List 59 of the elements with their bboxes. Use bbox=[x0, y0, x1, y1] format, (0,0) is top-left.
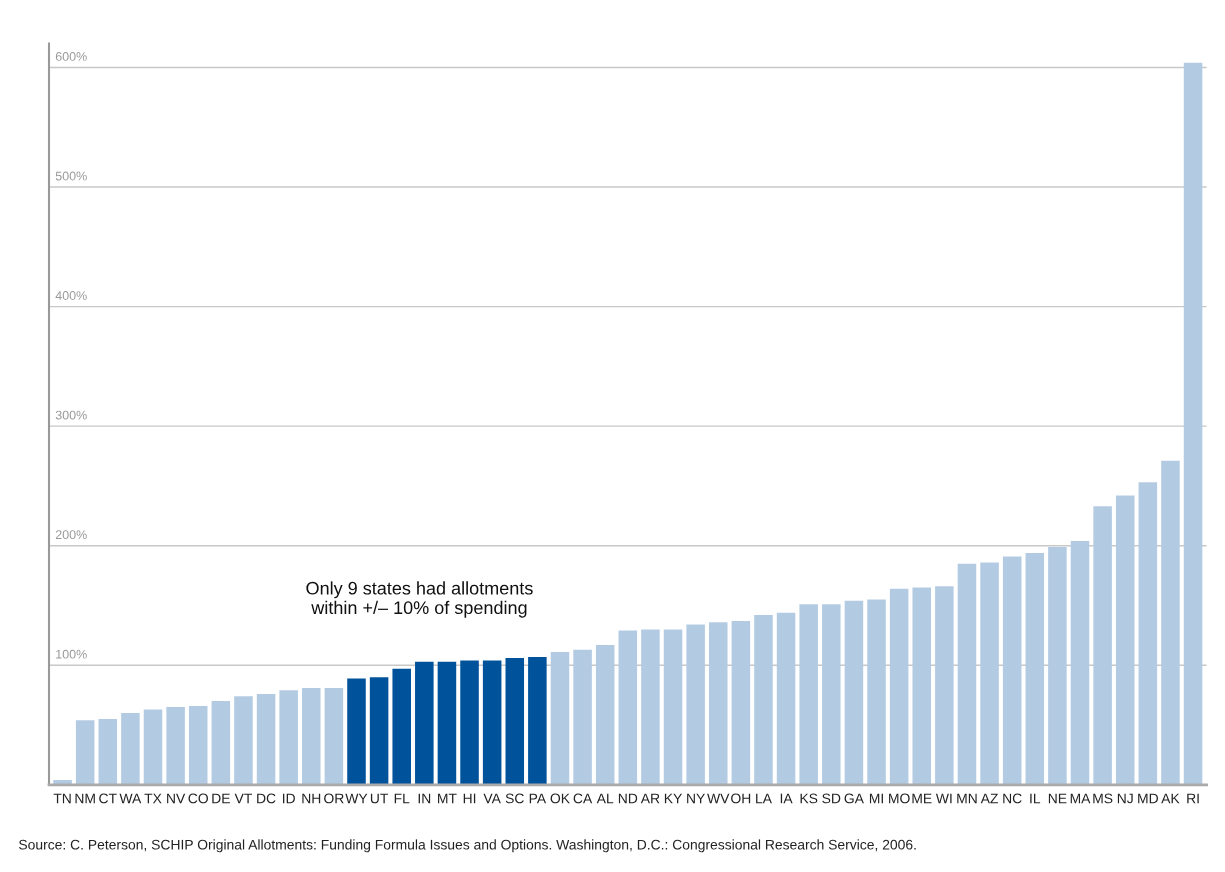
x-tick-label: FL bbox=[394, 793, 410, 804]
source-note: Source: C. Peterson, SCHIP Original Allotments: Funding Formula Issues and Options. Washington, D.C.: Congressional Research Service, 2006. bbox=[19, 839, 916, 853]
y-tick-label: 500% bbox=[55, 171, 87, 181]
x-tick-label: OK bbox=[550, 793, 570, 804]
x-tick-label: VT bbox=[234, 793, 252, 804]
x-tick-label: CO bbox=[188, 793, 208, 804]
x-tick-label: MI bbox=[869, 793, 883, 804]
x-tick-label: KY bbox=[664, 793, 682, 804]
x-tick-label: PA bbox=[529, 793, 547, 804]
x-tick-label: GA bbox=[844, 793, 864, 804]
x-tick-label: SC bbox=[505, 793, 524, 804]
x-tick-label: WY bbox=[345, 793, 368, 804]
x-tick-label: MT bbox=[438, 793, 457, 804]
x-tick-label: LA bbox=[756, 793, 772, 804]
x-tick-label: NM bbox=[75, 793, 95, 804]
x-tick-label: MD bbox=[1138, 793, 1158, 804]
x-tick-label: NV bbox=[167, 793, 186, 804]
x-tick-label: MN bbox=[957, 793, 977, 804]
x-tick-label: OR bbox=[324, 793, 344, 804]
x-tick-label: ND bbox=[618, 793, 638, 804]
x-tick-label: ME bbox=[912, 793, 932, 804]
x-tick-label: NJ bbox=[1117, 793, 1133, 804]
x-tick-label: WI bbox=[935, 793, 952, 804]
x-tick-label: NH bbox=[302, 793, 321, 804]
x-tick-label: DC bbox=[257, 793, 276, 804]
x-tick-label: NE bbox=[1048, 793, 1067, 804]
x-tick-label: IL bbox=[1030, 793, 1041, 804]
x-tick-label: AZ bbox=[980, 793, 999, 804]
x-tick-label: TN bbox=[53, 793, 71, 804]
y-tick-label: 200% bbox=[55, 530, 87, 540]
x-tick-label: OH bbox=[731, 793, 751, 804]
x-tick-label: VA bbox=[483, 793, 501, 804]
x-tick-label: NC bbox=[1003, 793, 1022, 804]
x-tick-label: IA bbox=[780, 793, 793, 804]
x-tick-label: AL bbox=[596, 793, 614, 804]
annotation: Only 9 states had allotments within +/– 10% of spending bbox=[306, 581, 533, 618]
x-tick-label: SD bbox=[822, 793, 841, 804]
x-tick-label: HI bbox=[463, 793, 476, 804]
x-tick-label: MO bbox=[889, 793, 910, 804]
x-tick-label: AK bbox=[1161, 793, 1180, 804]
x-tick-label: WV bbox=[707, 793, 730, 804]
x-tick-label: NY bbox=[687, 793, 705, 804]
y-tick-label: 600% bbox=[55, 52, 87, 61]
x-tick-label: KS bbox=[800, 793, 818, 804]
x-tick-label: ID bbox=[283, 793, 295, 804]
x-tick-label: UT bbox=[370, 793, 389, 804]
y-tick-label: 300% bbox=[55, 410, 87, 420]
x-tick-label: RI bbox=[1187, 793, 1199, 804]
x-tick-label: DE bbox=[212, 793, 230, 804]
x-tick-label: MS bbox=[1093, 793, 1113, 804]
x-tick-label: WA bbox=[119, 793, 142, 804]
x-tick-label: IN bbox=[418, 793, 431, 804]
x-tick-label: CA bbox=[573, 793, 593, 804]
y-tick-label: 100% bbox=[56, 649, 87, 659]
y-tick-label: 400% bbox=[55, 291, 87, 300]
x-tick-label: TX bbox=[144, 793, 162, 804]
x-tick-label: MA bbox=[1070, 793, 1091, 804]
x-tick-label: CT bbox=[99, 793, 117, 804]
x-tick-label: AR bbox=[640, 793, 660, 804]
